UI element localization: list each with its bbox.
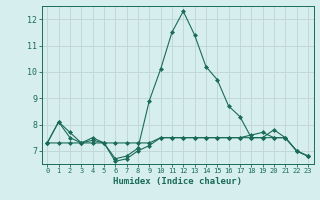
X-axis label: Humidex (Indice chaleur): Humidex (Indice chaleur) <box>113 177 242 186</box>
